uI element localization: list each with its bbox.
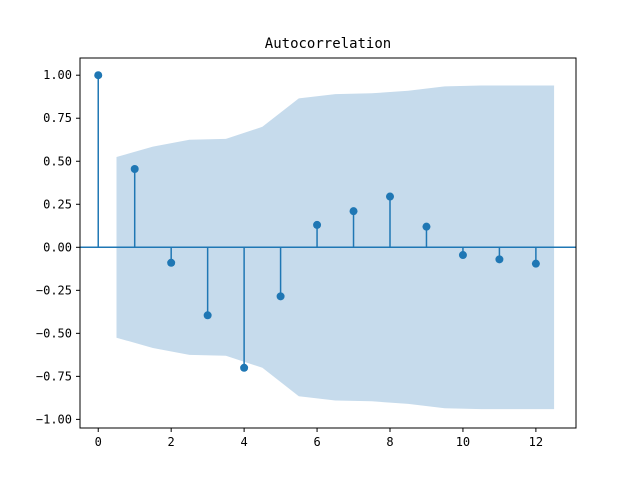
x-tick-label: 6 <box>313 435 320 449</box>
x-tick-label: 10 <box>456 435 470 449</box>
x-tick-label: 12 <box>529 435 543 449</box>
axis-layer: 0 2 4 6 8 10 12 1.00 0.75 0.50 0.25 0.00 −0.25 −0.50 −… <box>36 57 577 449</box>
stem-marker <box>167 258 176 267</box>
y-tick-label: 0.50 <box>43 154 72 168</box>
y-tick-label: 0.25 <box>43 197 72 211</box>
stem-marker <box>313 220 322 229</box>
y-tick-label: 0.75 <box>43 111 72 125</box>
y-tick-label: 0.00 <box>43 240 72 254</box>
y-tick-label: −0.25 <box>36 283 72 297</box>
x-tick-label: 2 <box>168 435 175 449</box>
stem-marker <box>94 71 103 80</box>
stem-marker <box>495 255 504 264</box>
y-tick-label: −0.50 <box>36 326 72 340</box>
y-tick-label: 1.00 <box>43 68 72 82</box>
stem-marker <box>203 311 212 320</box>
stem-marker <box>276 292 285 301</box>
x-tick-label: 0 <box>95 435 102 449</box>
chart-title: Autocorrelation <box>265 36 391 52</box>
stem-marker <box>130 165 139 173</box>
y-tick-label: −0.75 <box>36 369 72 383</box>
stem-marker <box>422 222 431 231</box>
stem-marker <box>240 363 249 372</box>
stem-marker <box>531 259 540 268</box>
stem-marker <box>349 207 358 216</box>
y-tick-label: −1.00 <box>36 412 72 426</box>
x-tick-label: 4 <box>241 435 248 449</box>
stem-marker <box>386 192 394 201</box>
x-tick-label: 8 <box>386 435 393 449</box>
stem-layer <box>80 71 576 372</box>
plot-frame <box>79 57 577 429</box>
stem-marker <box>458 251 467 260</box>
